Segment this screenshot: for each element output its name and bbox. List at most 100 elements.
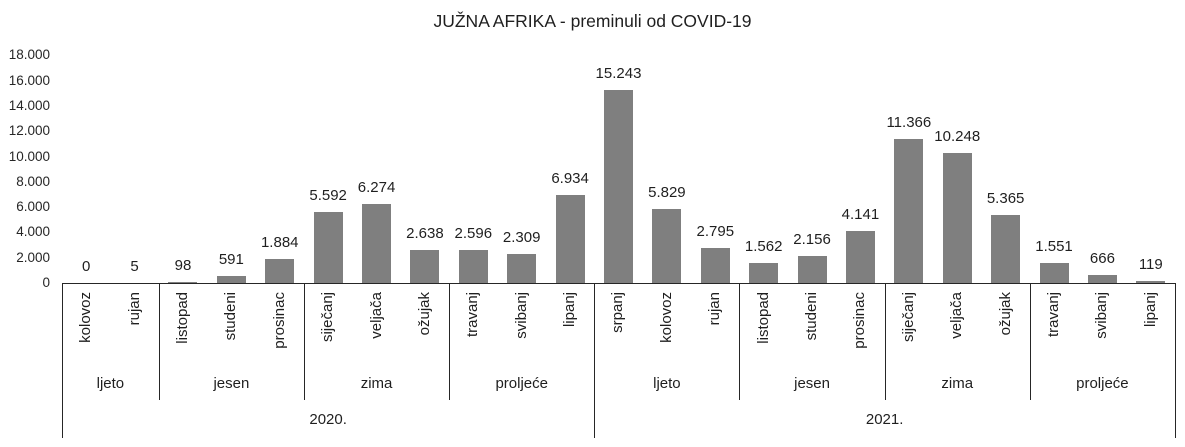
bar-value-label: 2.638 (406, 224, 444, 242)
month-label: srpanj (609, 292, 627, 333)
bar-value-label: 15.243 (595, 65, 642, 83)
bar (507, 253, 537, 283)
month-label-cell: lipanj (546, 285, 594, 365)
bar (1039, 263, 1069, 283)
month-label: listopad (754, 292, 772, 344)
month-label: veljača (367, 292, 385, 339)
month-label-cell: siječanj (885, 285, 933, 365)
bar (797, 255, 827, 283)
bar (555, 195, 585, 283)
y-axis-tick-label: 10.000 (8, 148, 50, 164)
y-axis-tick-label: 18.000 (8, 47, 50, 63)
month-label: ožujak (996, 292, 1014, 336)
season-label: proljeće (1076, 374, 1129, 392)
season-label: jesen (213, 374, 250, 392)
bar (652, 209, 682, 283)
season-divider-line (158, 283, 160, 400)
month-label-cell: listopad (159, 285, 207, 365)
bar (265, 259, 295, 283)
month-label-cell: lipanj (1127, 285, 1175, 365)
month-label-cell: studeni (788, 285, 836, 365)
month-label: rujan (125, 292, 143, 326)
month-label: listopad (173, 292, 191, 344)
bar-value-label: 5.592 (309, 187, 347, 205)
y-axis-tick-label: 2.000 (16, 249, 50, 265)
month-label-cell: ožujak (401, 285, 449, 365)
month-label: travanj (464, 292, 482, 338)
month-label-cell: svibanj (498, 285, 546, 365)
month-label-cell: ožujak (981, 285, 1029, 365)
season-divider-line (884, 283, 886, 400)
x-axis-baseline (62, 283, 1176, 284)
bar-value-label: 591 (218, 250, 244, 268)
bar-value-label: 1.562 (744, 238, 783, 256)
bar (458, 250, 488, 283)
bar-value-label: 1.551 (1035, 238, 1073, 256)
y-axis-tick-label: 6.000 (16, 199, 50, 215)
season-label: zima (941, 374, 974, 392)
month-label: travanj (1045, 292, 1062, 338)
bar (942, 153, 972, 283)
year-label: 2021. (865, 410, 904, 428)
season-label: zima (360, 374, 393, 392)
month-label: lipanj (561, 292, 579, 328)
season-label: jesen (794, 374, 830, 392)
month-label: studeni (222, 292, 240, 341)
month-label: svibanj (512, 292, 530, 339)
season-divider-line (739, 283, 741, 400)
season-label: ljeto (96, 374, 125, 392)
bar (991, 215, 1021, 283)
month-label-cell: srpanj (594, 285, 642, 365)
month-label: siječanj (899, 292, 917, 343)
month-label-cell: prosinac (256, 285, 304, 365)
bar-value-label: 2.795 (696, 222, 735, 240)
month-label-cell: kolovoz (62, 285, 110, 365)
season-divider-line (449, 283, 451, 400)
season-divider-line (303, 283, 305, 400)
month-label: ožujak (415, 292, 433, 336)
bar-value-label: 119 (1138, 256, 1163, 274)
month-label-cell: rujan (691, 285, 739, 365)
month-label-cell: listopad (739, 285, 787, 365)
month-label-cell: studeni (207, 285, 255, 365)
bar-value-label: 666 (1089, 249, 1115, 267)
month-label-cell: rujan (110, 285, 158, 365)
bar-value-label: 10.248 (934, 128, 981, 146)
bar (845, 230, 875, 283)
bar (894, 139, 924, 283)
month-label: siječanj (319, 292, 337, 343)
y-axis-tick-label: 16.000 (8, 72, 50, 88)
bar-value-label: 6.274 (357, 178, 396, 196)
bar-value-label: 1.884 (260, 234, 299, 252)
month-label: kolovoz (657, 292, 675, 343)
bar-value-label: 4.141 (841, 205, 880, 223)
bar-value-label: 98 (174, 256, 192, 274)
bar (604, 90, 633, 283)
bar (1136, 281, 1166, 283)
bar (216, 275, 246, 283)
month-label: svibanj (1093, 292, 1111, 339)
bar-value-label: 5 (130, 257, 139, 275)
month-label: studeni (803, 292, 821, 341)
month-label-cell: veljača (933, 285, 981, 365)
y-axis-tick-label: 12.000 (8, 123, 50, 139)
year-label: 2020. (309, 410, 347, 428)
month-label-cell: prosinac (836, 285, 884, 365)
year-divider-line (594, 283, 596, 438)
bar (313, 212, 343, 283)
season-label: ljeto (653, 374, 681, 392)
bar (749, 263, 779, 283)
y-axis-tick-label: 0 (42, 275, 50, 290)
y-axis-tick-label: 4.000 (16, 224, 50, 240)
season-label: proljeće (495, 374, 548, 392)
bar-value-label: 2.596 (454, 225, 493, 243)
month-label-cell: siječanj (304, 285, 352, 365)
bar (168, 281, 198, 283)
year-divider-line (62, 283, 63, 438)
month-label: lipanj (1141, 292, 1159, 328)
season-divider-line (1029, 283, 1031, 400)
bar (362, 203, 392, 283)
year-divider-line (1175, 283, 1176, 438)
month-label: rujan (706, 292, 724, 326)
